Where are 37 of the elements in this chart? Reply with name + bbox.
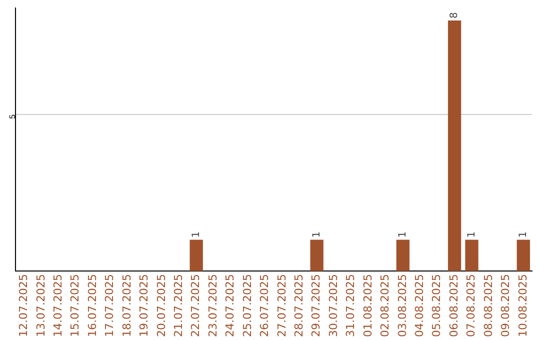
x-tick-label: 24.07.2025 (224, 274, 237, 338)
y-tick-label: 5 (8, 114, 17, 119)
x-tick-label: 04.08.2025 (412, 274, 426, 338)
x-tick-label: 27.07.2025 (275, 274, 288, 338)
x-tick-label: 08.08.2025 (482, 274, 495, 338)
x-tick-label: 06.08.2025 (447, 274, 460, 338)
x-tick-label: 20.07.2025 (154, 274, 168, 338)
x-tick-label: 13.07.2025 (34, 274, 48, 338)
x-tick-label: 14.07.2025 (51, 274, 64, 338)
x-tick-label: 03.08.2025 (396, 274, 409, 338)
x-tick-label: 17.07.2025 (103, 274, 116, 338)
x-tick-label: 26.07.2025 (258, 274, 272, 338)
data-label: 1 (397, 231, 408, 238)
data-label: 1 (466, 231, 478, 238)
x-tick-label: 23.07.2025 (206, 274, 220, 338)
x-tick-label: 10.08.2025 (516, 274, 530, 338)
x-tick-label: 30.07.2025 (326, 274, 340, 338)
x-tick-label: 25.07.2025 (240, 274, 254, 338)
x-tick-label: 01.08.2025 (361, 274, 374, 338)
x-tick-label: 16.07.2025 (86, 274, 99, 338)
data-label: 8 (449, 12, 460, 19)
x-tick-label: 05.08.2025 (430, 274, 444, 338)
x-tick-label: 07.08.2025 (464, 274, 478, 338)
x-tick-label: 15.07.2025 (68, 274, 82, 338)
x-tick-label: 02.08.2025 (378, 274, 392, 338)
x-tick-label: 31.07.2025 (344, 274, 358, 338)
x-tick-label: 12.07.2025 (17, 274, 30, 338)
data-label: 1 (518, 231, 529, 238)
x-tick-label: 21.07.2025 (172, 274, 185, 338)
x-tick-label: 18.07.2025 (120, 274, 134, 338)
x-tick-label: 29.07.2025 (310, 274, 323, 338)
x-tick-label: 28.07.2025 (292, 274, 306, 338)
data-label: 1 (311, 231, 322, 238)
x-tick-label: 22.07.2025 (189, 274, 202, 338)
data-label: 1 (190, 231, 202, 238)
x-tick-label: 19.07.2025 (138, 274, 151, 338)
x-tick-label: 09.08.2025 (499, 274, 512, 338)
